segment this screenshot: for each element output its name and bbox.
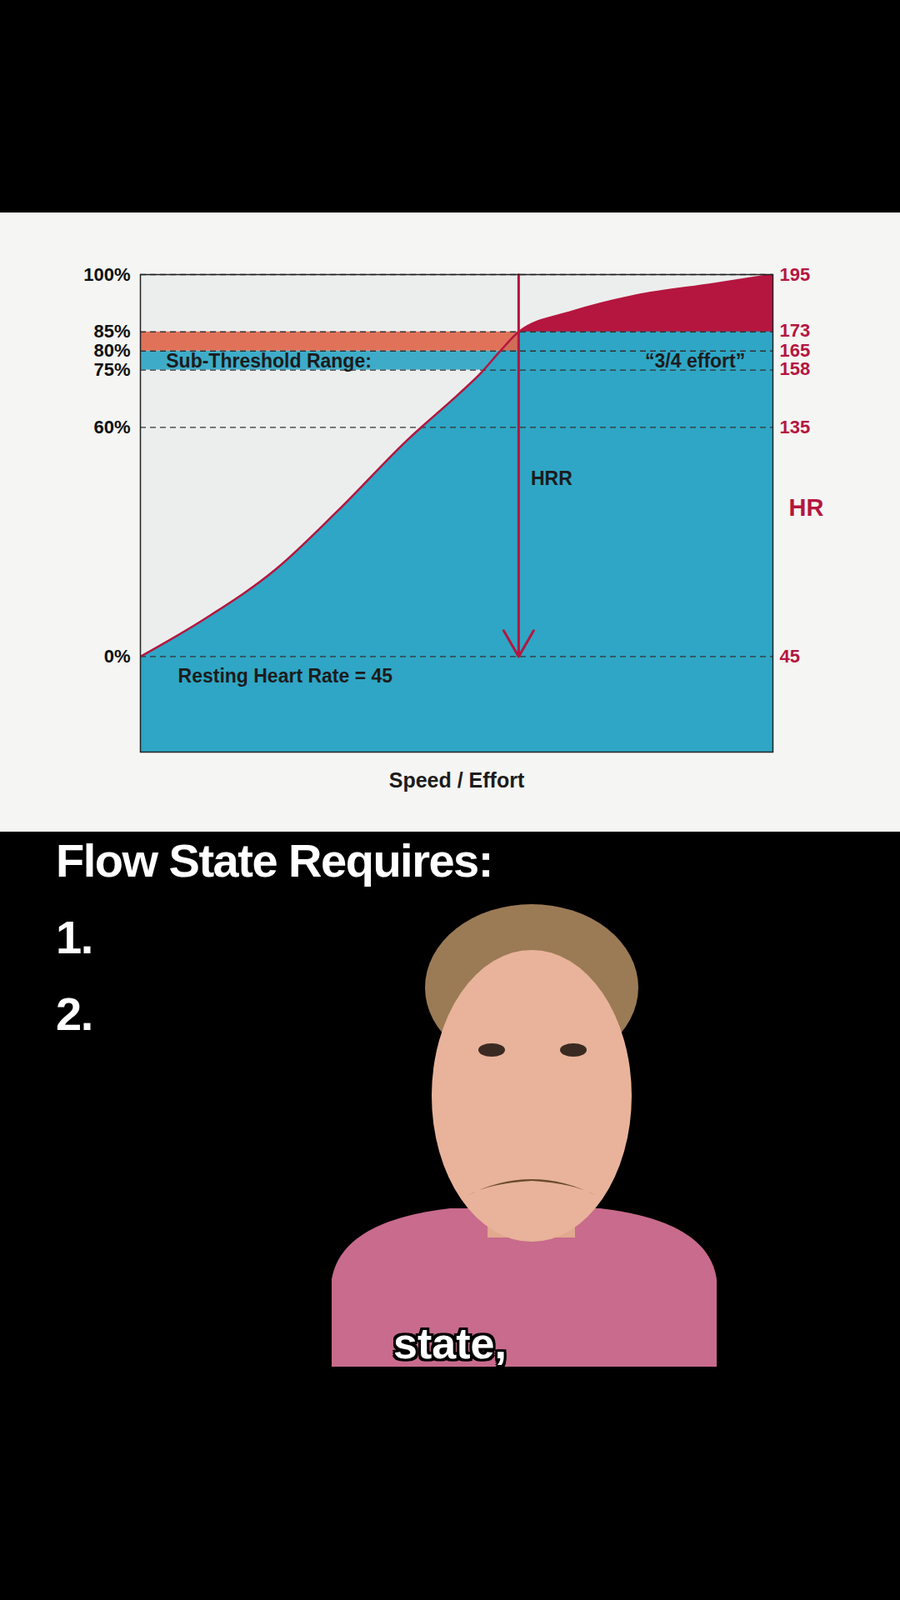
svg-text:100%: 100% (83, 264, 130, 285)
svg-text:Resting Heart Rate = 45: Resting Heart Rate = 45 (178, 665, 394, 687)
html-text:1.: 1. (55, 910, 93, 964)
html-text:2.: 2. (55, 987, 93, 1040)
svg-text:75%: 75% (93, 359, 130, 380)
svg-text:0%: 0% (104, 645, 131, 667)
svg-text:165: 165 (780, 340, 811, 361)
svg-text:“3/4 effort”: “3/4 effort” (645, 350, 745, 372)
svg-text:85%: 85% (93, 320, 130, 342)
svg-text:HRR: HRR (530, 467, 573, 490)
svg-text:HR: HR (789, 494, 825, 521)
html-text:Flow State Requires:: Flow State Requires: (55, 834, 493, 887)
svg-text:Sub-Threshold Range:: Sub-Threshold Range: (165, 350, 372, 372)
svg-text:195: 195 (780, 264, 811, 285)
svg-text:135: 135 (780, 416, 811, 438)
svg-text:80%: 80% (93, 340, 130, 361)
svg-text:Speed / Effort: Speed / Effort (389, 768, 525, 792)
svg-text:173: 173 (780, 320, 811, 341)
html-text:state,: state, (393, 1319, 507, 1368)
svg-text:45: 45 (780, 645, 800, 667)
svg-text:158: 158 (780, 358, 811, 380)
svg-text:60%: 60% (93, 416, 130, 438)
